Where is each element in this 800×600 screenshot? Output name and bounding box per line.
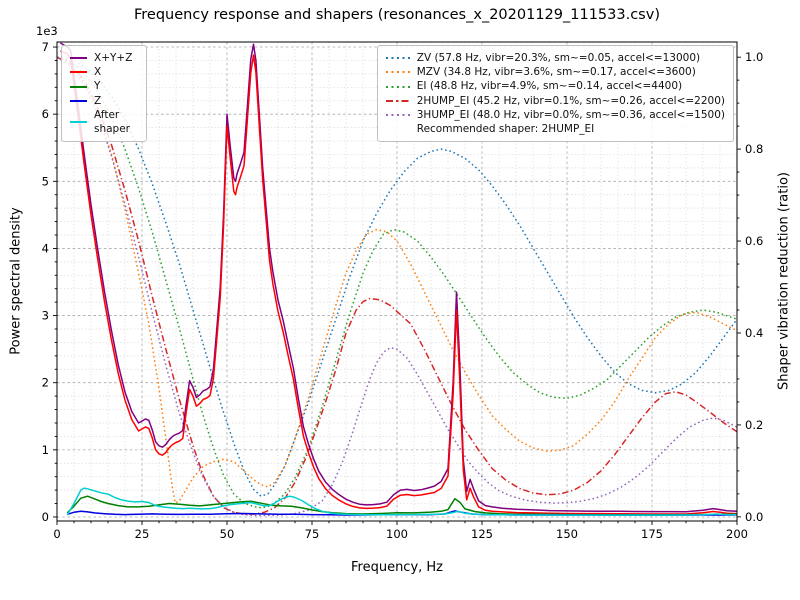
series-line-zv [57,56,737,497]
series-line-x-y-z [60,42,737,513]
y-left-tick-label: 3 [42,309,49,323]
legend-entry-label: X [94,66,102,79]
legend-line-sample [385,99,410,102]
x-tick-label: 150 [556,527,578,541]
chart-title: Frequency response and shapers (resonanc… [134,7,660,23]
axis-offset-multiplier: 1e3 [36,24,58,38]
tick-labels: 0 25 50 75 100 125 150 175 200 0 1 2 3 4 5 6 7 0.0 0.2 0.4 0… [42,40,764,541]
y-right-tick-label: 0.2 [745,418,763,432]
legend-entry-label: MZV (34.8 Hz, vibr=3.6%, sm~=0.17, accel… [416,66,696,79]
legend-shapers: ZV (57.8 Hz, vibr=20.3%, sm~=0.05, accel… [376,45,734,143]
legend-entry-x-y-z: X+Y+Z [70,51,138,65]
x-tick-label: 200 [726,527,748,541]
legend-line-sample [385,113,410,116]
legend-entry-label: X+Y+Z [94,52,133,64]
legend-line-sample [70,71,87,74]
x-tick-label: 75 [305,527,320,541]
legend-entry-3hump_ei: 3HUMP_EI (48.0 Hz, vibr=0.0%, sm~=0.36, … [385,108,725,122]
legend-entry-z: Z [70,94,138,108]
legend-entry-label: 2HUMP_EI (45.2 Hz, vibr=0.1%, sm~=0.26, … [416,94,725,107]
y-right-tick-label: 0.0 [745,510,763,524]
y-left-tick-label: 5 [42,174,49,188]
legend-line-sample [385,71,410,74]
x-tick-label: 0 [53,527,60,541]
legend-entry-label: 3HUMP_EI (48.0 Hz, vibr=0.0%, sm~=0.36, … [416,108,725,121]
x-tick-label: 50 [220,527,235,541]
legend-line-sample [70,99,87,102]
legend-line-sample [70,85,87,88]
y-left-tick-label: 1 [42,443,49,457]
legend-line-sample [70,121,87,124]
y-left-tick-label: 2 [42,376,49,390]
x-tick-label: 100 [386,527,408,541]
x-tick-label: 125 [471,527,493,541]
legend-entry-y: Y [70,79,138,93]
series-line-ei [57,56,737,509]
legend-line-sample [70,57,87,60]
legend-entry-mzv: MZV (34.8 Hz, vibr=3.6%, sm~=0.17, accel… [385,65,725,79]
legend-entry-label: EI (48.8 Hz, vibr=4.9%, sm~=0.14, accel<… [416,80,683,93]
legend-recommended-note: Recommended shaper: 2HUMP_EI [416,123,595,136]
legend-measured: X+Y+Z X Y Z After shaper [61,45,147,143]
legend-entry-ei: EI (48.8 Hz, vibr=4.9%, sm~=0.14, accel<… [385,79,725,93]
y-right-tick-label: 1.0 [745,50,763,64]
legend-line-sample [385,85,410,88]
series-line-y [66,495,737,516]
legend-entry-2hump_ei: 2HUMP_EI (45.2 Hz, vibr=0.1%, sm~=0.26, … [385,94,725,108]
y-left-tick-label: 6 [42,107,49,121]
legend-entry-label: Y [94,80,101,93]
tick-marks [53,46,741,525]
legend-entry-x: X [70,65,138,79]
y-left-tick-label: 4 [42,241,49,255]
series-line-3hump_ei [57,56,737,517]
series-line-x [60,50,737,515]
legend-entry-label: ZV (57.8 Hz, vibr=20.3%, sm~=0.05, accel… [416,52,701,64]
series-group [57,42,737,517]
y-left-tick-label: 0 [42,510,49,524]
legend-line-sample [385,57,410,60]
legend-entry-label: Z [94,94,102,107]
series-line-after-shaper [66,487,737,516]
y-axis-label-left: Power spectral density [8,207,24,355]
y-left-tick-label: 7 [42,40,49,54]
y-right-tick-label: 0.8 [745,142,763,156]
x-axis-label: Frequency, Hz [350,560,444,575]
series-line-2hump_ei [57,56,737,515]
x-tick-label: 25 [135,527,150,541]
y-right-tick-label: 0.4 [745,326,763,340]
y-right-tick-label: 0.6 [745,234,763,248]
y-axis-label-right: Shaper vibration reduction (ratio) [776,172,792,390]
legend-entry-zv: ZV (57.8 Hz, vibr=20.3%, sm~=0.05, accel… [385,51,725,65]
legend-entry-label: After shaper [94,108,131,136]
x-tick-label: 175 [641,527,663,541]
legend-entry-after-shaper: After shaper [70,108,138,136]
